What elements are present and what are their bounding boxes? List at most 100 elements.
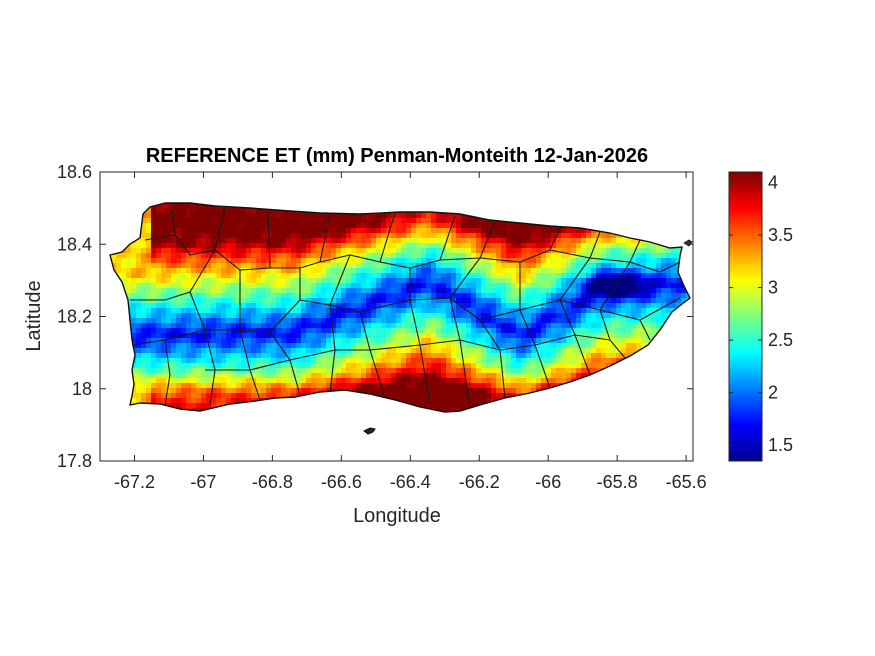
heat-cell — [271, 248, 277, 254]
heat-cell — [536, 378, 542, 384]
heat-cell — [116, 268, 122, 274]
heat-cell — [466, 243, 472, 249]
heat-cell — [611, 353, 617, 359]
heat-cell — [591, 263, 597, 269]
heat-cell — [336, 258, 342, 264]
heat-cell — [136, 323, 142, 329]
heat-cell — [366, 378, 372, 384]
heat-cell — [631, 333, 637, 339]
heat-cell — [481, 318, 487, 324]
heat-cell — [301, 328, 307, 334]
heat-cell — [256, 358, 262, 364]
heat-cell — [566, 353, 572, 359]
heat-cell — [521, 243, 527, 249]
heat-cell — [306, 258, 312, 264]
heat-cell — [511, 273, 517, 279]
heat-cell — [486, 393, 492, 399]
heat-cell — [551, 253, 557, 259]
heat-cell — [626, 313, 632, 319]
heat-cell — [426, 403, 432, 409]
heat-cell — [566, 278, 572, 284]
heat-cell — [661, 313, 667, 319]
heat-cell — [551, 353, 557, 359]
heat-cell — [506, 283, 512, 289]
heat-cell — [481, 303, 487, 309]
heat-cell — [236, 288, 242, 294]
heat-cell — [341, 298, 347, 304]
heat-cell — [596, 248, 602, 254]
heat-cell — [331, 243, 337, 249]
heat-cell — [136, 388, 142, 394]
heat-cell — [561, 243, 567, 249]
heat-cell — [201, 363, 207, 369]
heat-cell — [621, 308, 627, 314]
heat-cell — [651, 308, 657, 314]
heat-cell — [471, 233, 477, 239]
heat-cell — [396, 303, 402, 309]
heat-cell — [281, 378, 287, 384]
heat-cell — [536, 338, 542, 344]
heat-cell — [656, 288, 662, 294]
heat-cell — [136, 298, 142, 304]
heat-cell — [171, 278, 177, 284]
heat-cell — [526, 308, 532, 314]
heat-cell — [676, 278, 682, 284]
heat-cell — [531, 298, 537, 304]
heat-cell — [346, 273, 352, 279]
heat-cell — [431, 283, 437, 289]
heat-cell — [631, 328, 637, 334]
heat-cell — [161, 388, 167, 394]
heat-cell — [276, 253, 282, 259]
heat-cell — [371, 278, 377, 284]
heat-cell — [316, 353, 322, 359]
heat-cell — [161, 328, 167, 334]
heat-cell — [501, 308, 507, 314]
heat-cell — [131, 263, 137, 269]
heat-cell — [636, 288, 642, 294]
heat-cell — [171, 363, 177, 369]
heat-cell — [241, 313, 247, 319]
heat-cell — [586, 348, 592, 354]
heat-cell — [351, 358, 357, 364]
heat-cell — [216, 398, 222, 404]
heat-cell — [406, 223, 412, 229]
heat-cell — [241, 248, 247, 254]
heat-cell — [446, 238, 452, 244]
heat-cell — [501, 288, 507, 294]
heat-cell — [631, 298, 637, 304]
heat-cell — [436, 218, 442, 224]
heat-cell — [286, 338, 292, 344]
heat-cell — [411, 333, 417, 339]
heat-cell — [581, 268, 587, 274]
heat-cell — [451, 323, 457, 329]
heat-cell — [671, 293, 677, 299]
heat-cell — [291, 233, 297, 239]
heat-cell — [551, 273, 557, 279]
heat-cell — [296, 303, 302, 309]
heat-cell — [231, 258, 237, 264]
heat-cell — [356, 323, 362, 329]
heat-cell — [151, 253, 157, 259]
heat-cell — [226, 368, 232, 374]
heat-cell — [241, 388, 247, 394]
heat-cell — [191, 398, 197, 404]
heat-cell — [401, 283, 407, 289]
heat-cell — [211, 288, 217, 294]
heat-cell — [161, 378, 167, 384]
heat-cell — [271, 338, 277, 344]
heat-cell — [486, 338, 492, 344]
heat-cell — [271, 388, 277, 394]
heat-cell — [306, 273, 312, 279]
heat-cell — [601, 248, 607, 254]
heat-cell — [331, 223, 337, 229]
heat-cell — [156, 303, 162, 309]
heat-cell — [191, 263, 197, 269]
heat-cell — [596, 303, 602, 309]
heat-cell — [546, 253, 552, 259]
heat-cell — [246, 303, 252, 309]
heat-cell — [176, 223, 182, 229]
heat-cell — [311, 308, 317, 314]
heat-cell — [301, 353, 307, 359]
heat-cell — [511, 388, 517, 394]
heat-cell — [231, 298, 237, 304]
